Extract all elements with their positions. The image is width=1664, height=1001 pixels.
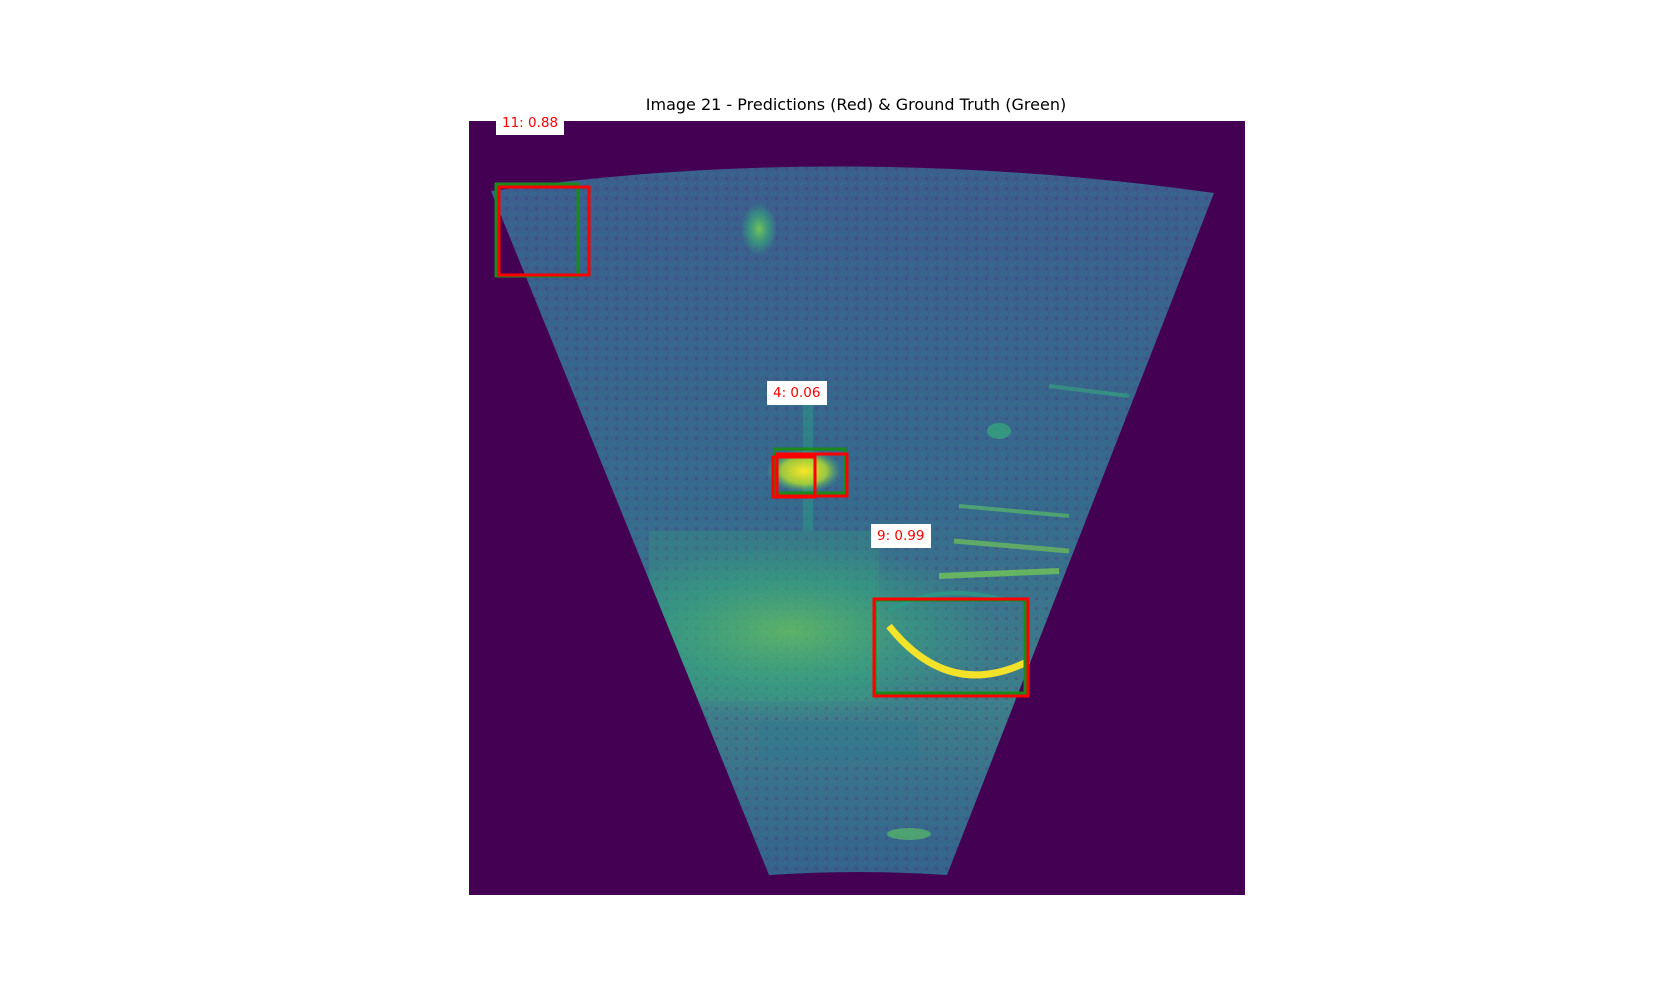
ground-truth-box-4 bbox=[773, 447, 847, 495]
detection-label-11: 11: 0.88 bbox=[496, 111, 565, 135]
figure-title: Image 21 - Predictions (Red) & Ground Tr… bbox=[645, 95, 1067, 114]
detection-label-9: 9: 0.99 bbox=[871, 524, 931, 548]
prediction-box-9 bbox=[872, 597, 1030, 698]
prediction-box-11 bbox=[497, 185, 591, 277]
prediction-box-4b bbox=[775, 452, 849, 498]
detection-label-4: 4: 0.06 bbox=[767, 381, 827, 405]
sonar-image bbox=[469, 121, 1245, 895]
